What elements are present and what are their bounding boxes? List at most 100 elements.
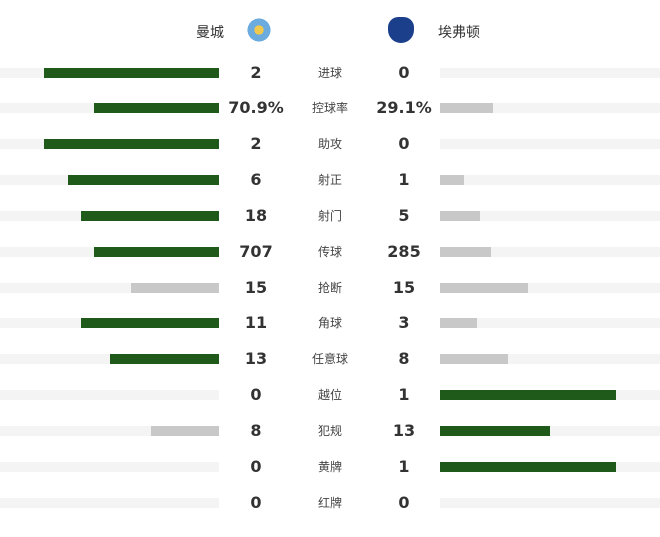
away-bar-fill: [440, 462, 616, 472]
away-bar-track: [440, 318, 660, 328]
away-value: 0: [398, 134, 410, 153]
home-value: 0: [250, 457, 262, 476]
home-bar-track: [0, 247, 219, 257]
stat-row: 8 犯规 13: [0, 421, 660, 441]
stat-row: 15 抢断 15: [0, 278, 660, 298]
away-value: 1: [398, 170, 410, 189]
home-bar-fill: [131, 283, 219, 293]
stat-label: 黄牌: [317, 460, 342, 474]
away-value: 1: [398, 457, 410, 476]
stat-label: 射门: [317, 209, 342, 223]
stat-row: 18 射门 5: [0, 206, 660, 226]
away-bar-track: [440, 426, 660, 436]
away-bar-track: [440, 211, 660, 221]
stat-row: 0 越位 1: [0, 385, 660, 405]
stat-label: 角球: [317, 316, 342, 330]
stat-label: 任意球: [311, 352, 348, 366]
away-value: 285: [387, 242, 421, 261]
stat-label: 进球: [317, 66, 342, 80]
stat-row: 2 助攻 0: [0, 134, 660, 154]
away-bar-fill: [440, 426, 550, 436]
away-bar-fill: [440, 175, 465, 185]
away-bar-track: [440, 139, 660, 149]
home-bar-fill: [81, 211, 219, 221]
stat-row: 2 进球 0: [0, 63, 660, 83]
home-bar-fill: [81, 318, 219, 328]
stat-label: 助攻: [317, 137, 342, 151]
home-value: 6: [250, 170, 262, 189]
away-bar-fill: [440, 103, 493, 113]
home-bar-track: [0, 103, 219, 113]
home-value: 11: [244, 313, 268, 332]
stat-row: 13 任意球 8: [0, 349, 660, 369]
stat-row: 707 传球 285: [0, 242, 660, 262]
home-bar-track: [0, 318, 219, 328]
stat-row: 0 红牌 0: [0, 493, 660, 513]
away-bar-fill: [440, 283, 528, 293]
manchester-city-logo-icon: [246, 17, 272, 43]
away-bar-fill: [440, 354, 509, 364]
home-bar-fill: [67, 175, 219, 185]
away-value: 0: [398, 493, 410, 512]
stat-row: 6 射正 1: [0, 170, 660, 190]
away-bar-fill: [440, 247, 491, 257]
home-bar-fill: [43, 139, 219, 149]
away-team-name: 埃弗顿: [438, 25, 480, 41]
stat-row: 0 黄牌 1: [0, 457, 660, 477]
stat-label: 红牌: [317, 496, 342, 510]
home-bar-track: [0, 211, 219, 221]
home-value: 2: [250, 134, 262, 153]
stat-label: 传球: [317, 245, 342, 259]
away-bar-fill: [440, 390, 616, 400]
stat-label: 越位: [317, 388, 342, 402]
home-bar-fill: [94, 103, 219, 113]
away-value: 1: [398, 385, 410, 404]
home-value: 18: [244, 206, 268, 225]
home-bar-fill: [109, 354, 219, 364]
away-bar-fill: [440, 211, 480, 221]
away-value: 3: [398, 313, 410, 332]
away-bar-track: [440, 354, 660, 364]
away-bar-track: [440, 498, 660, 508]
away-bar-fill: [440, 318, 478, 328]
home-bar-track: [0, 68, 219, 78]
home-bar-track: [0, 426, 219, 436]
home-bar-track: [0, 462, 219, 472]
home-bar-track: [0, 354, 219, 364]
home-value: 8: [250, 421, 262, 440]
home-bar-fill: [43, 68, 219, 78]
away-value: 8: [398, 349, 410, 368]
home-bar-track: [0, 390, 219, 400]
home-value: 707: [239, 242, 273, 261]
away-bar-track: [440, 247, 660, 257]
away-value: 0: [398, 63, 410, 82]
home-value: 70.9%: [228, 98, 284, 117]
away-bar-track: [440, 283, 660, 293]
stat-label: 抢断: [317, 281, 342, 295]
home-bar-fill: [151, 426, 219, 436]
away-value: 5: [398, 206, 410, 225]
away-value: 29.1%: [376, 98, 432, 117]
away-bar-track: [440, 390, 660, 400]
home-bar-track: [0, 498, 219, 508]
stat-row: 70.9% 控球率 29.1%: [0, 98, 660, 118]
home-value: 0: [250, 493, 262, 512]
away-bar-track: [440, 103, 660, 113]
away-value: 15: [392, 278, 416, 297]
home-bar-track: [0, 175, 219, 185]
home-value: 15: [244, 278, 268, 297]
home-value: 2: [250, 63, 262, 82]
home-value: 13: [244, 349, 268, 368]
away-bar-track: [440, 462, 660, 472]
stat-label: 犯规: [317, 424, 342, 438]
home-bar-track: [0, 139, 219, 149]
away-bar-track: [440, 175, 660, 185]
away-bar-track: [440, 68, 660, 78]
everton-logo-icon: [388, 17, 414, 43]
home-bar-track: [0, 283, 219, 293]
home-value: 0: [250, 385, 262, 404]
away-value: 13: [392, 421, 416, 440]
home-bar-fill: [94, 247, 219, 257]
stat-row: 11 角球 3: [0, 313, 660, 333]
